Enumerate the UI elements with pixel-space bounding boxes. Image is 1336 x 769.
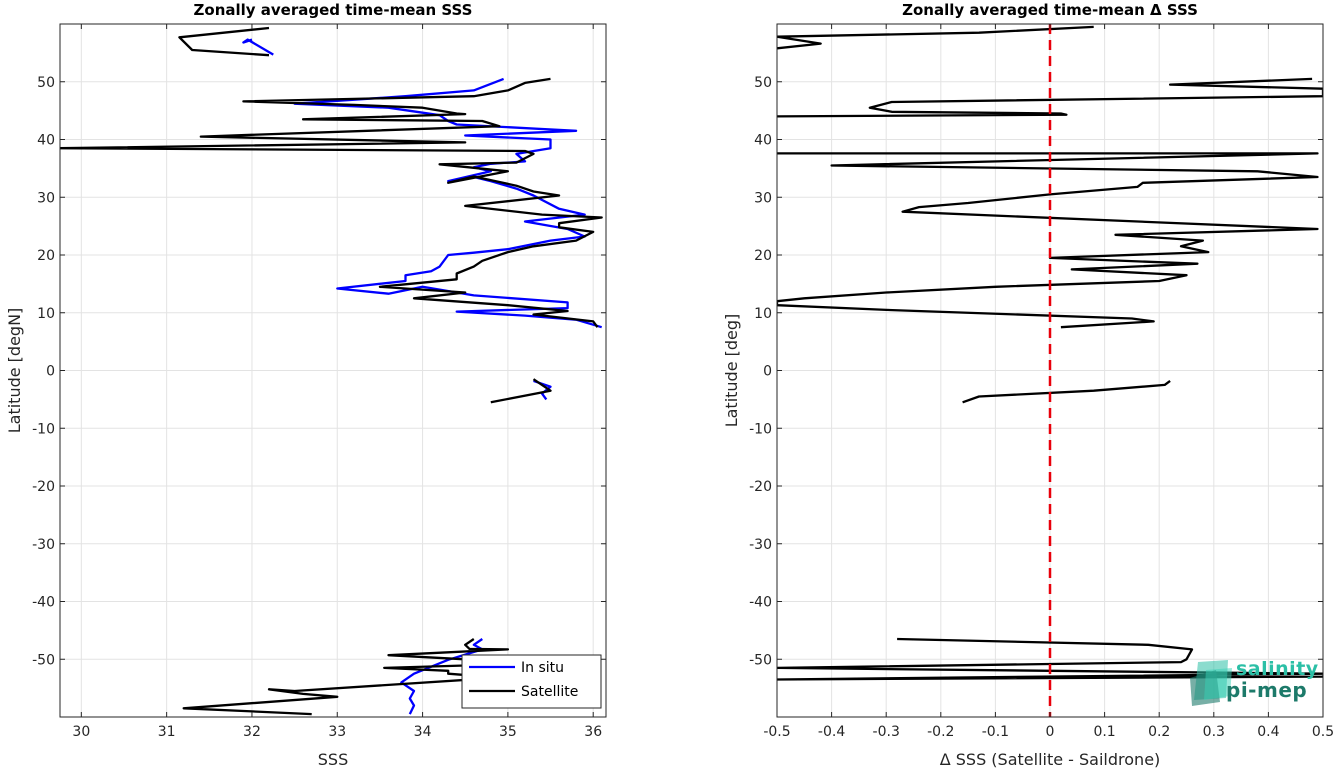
series-group [777, 25, 1323, 681]
x-tick-label: 36 [584, 724, 602, 740]
x-tick-label: 32 [243, 724, 261, 740]
x-tick-label: 0.3 [1203, 724, 1225, 740]
y-tick-label: 40 [37, 133, 55, 149]
x-tick-label: 0.2 [1148, 724, 1170, 740]
y-axis-label: Latitude [deg] [722, 314, 741, 428]
x-tick-label: 33 [328, 724, 346, 740]
y-tick-label: -10 [749, 421, 772, 437]
legend-label: In situ [521, 660, 564, 676]
x-axis-label: SSS [318, 750, 348, 769]
x-tick-label: 35 [499, 724, 517, 740]
legend-label: Satellite [521, 684, 578, 700]
series-line-delta-sss [777, 637, 1323, 681]
y-tick-label: -40 [749, 595, 772, 611]
x-tick-label: 0 [1046, 724, 1055, 740]
series-line-satellite [182, 638, 510, 716]
y-tick-label: 10 [37, 306, 55, 322]
x-tick-label: 0.4 [1257, 724, 1279, 740]
x-tick-label: -0.5 [763, 724, 790, 740]
y-tick-label: 0 [46, 364, 55, 380]
chart-title: Zonally averaged time-mean SSS [194, 1, 473, 19]
logo-wave-icon [1190, 660, 1232, 706]
logo-text-salinity: salinity [1236, 658, 1319, 680]
series-line-in-situ [400, 638, 484, 715]
series-line-delta-sss [777, 77, 1323, 118]
y-tick-label: 50 [754, 75, 772, 91]
series-line-satellite [60, 77, 603, 328]
y-tick-label: -20 [32, 479, 55, 495]
x-tick-label: -0.3 [873, 724, 900, 740]
series-line-delta-sss [777, 152, 1319, 329]
panel-sss: 30 31 32 33 34 35 36 -50 -40 -30 -20 -10 0 10 20 30 40 50… [5, 1, 607, 769]
y-tick-label: 20 [754, 248, 772, 264]
y-tick-label: 30 [754, 190, 772, 206]
series-line-delta-sss [777, 25, 1094, 50]
x-tick-label: 34 [414, 724, 432, 740]
x-tick-label: 30 [72, 724, 90, 740]
x-tick-label: 0.1 [1093, 724, 1115, 740]
y-tick-label: 0 [763, 364, 772, 380]
x-tick-label: -0.2 [927, 724, 954, 740]
y-tick-label: -30 [749, 537, 772, 553]
legend-box [461, 654, 602, 709]
x-tick-label: -0.1 [982, 724, 1009, 740]
chart-title: Zonally averaged time-mean Δ SSS [902, 1, 1198, 19]
y-tick-label: 50 [37, 75, 55, 91]
series-line-satellite [490, 378, 552, 404]
series-line-satellite [178, 26, 270, 57]
panel-delta-sss: -0.5 -0.4 -0.3 -0.2 -0.1 0 0.1 0.2 0.3 0.4 0.5 -50 -… [722, 1, 1334, 769]
y-tick-label: -40 [32, 595, 55, 611]
y-tick-label: -30 [32, 537, 55, 553]
y-tick-label: -20 [749, 479, 772, 495]
logo-text-pimep: pi-mep [1226, 678, 1308, 702]
x-axis-label: Δ SSS (Satellite - Saildrone) [940, 750, 1161, 769]
y-tick-label: -50 [32, 652, 55, 668]
y-tick-label: 10 [754, 306, 772, 322]
x-tick-label: 31 [158, 724, 176, 740]
x-tick-label: 0.5 [1312, 724, 1334, 740]
y-tick-label: 30 [37, 190, 55, 206]
series-group [60, 26, 603, 716]
y-axis-label: Latitude [degN] [5, 308, 24, 434]
y-tick-label: -50 [749, 652, 772, 668]
salinity-pimep-logo: salinity pi-mep [1186, 656, 1326, 708]
series-line-delta-sss [962, 379, 1171, 404]
x-tick-label: -0.4 [818, 724, 845, 740]
series-line-in-situ [242, 38, 274, 56]
legend: In situ Satellite [461, 654, 602, 709]
y-tick-label: 20 [37, 248, 55, 264]
y-tick-label: -10 [32, 421, 55, 437]
y-tick-label: 40 [754, 133, 772, 149]
